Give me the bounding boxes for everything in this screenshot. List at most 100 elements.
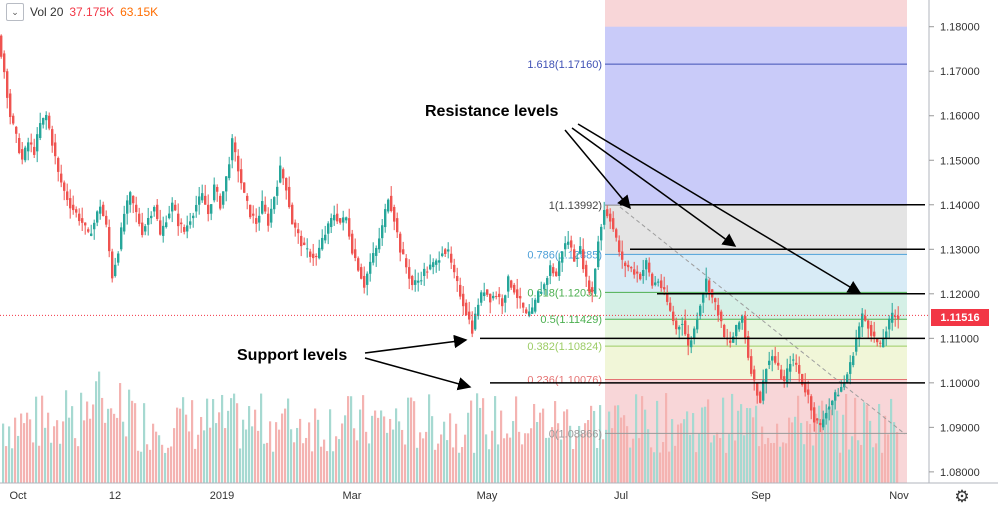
volume-bar [194,448,197,483]
volume-bar [878,404,881,483]
volume-bar [821,400,824,483]
candle-body [285,178,288,191]
volume-bar [554,401,557,483]
volume-bar [563,411,566,483]
volume-bar [518,431,521,483]
volume-bar [104,422,107,483]
candle-body [591,287,594,293]
volume-bar [239,448,242,483]
volume-bar [95,381,98,483]
volume-bar [560,439,563,483]
candle-body [39,123,42,138]
volume-bar [374,410,377,483]
volume-bar [281,413,284,483]
candle-body [354,249,357,258]
candle-body [501,298,504,307]
volume-bar [572,448,575,483]
candle-body [681,323,684,325]
candle-body [237,155,240,172]
candle-body [75,209,78,213]
volume-bar [38,445,41,483]
candle-body [573,249,576,262]
fib-label: 0.382(1.10824) [527,341,602,353]
candle-body [585,264,588,277]
candle-body [624,262,627,267]
volume-bar [416,447,419,483]
candle-body [483,292,486,297]
candle-body [540,291,543,294]
volume-bar [221,394,224,483]
y-tick-label: 1.08000 [940,467,980,479]
candle-body [858,326,861,339]
volume-bar [296,427,299,483]
volume-bar [137,450,140,483]
annotations: Resistance levels Support levels [237,103,862,391]
volume-bar [626,426,629,483]
volume-bar [419,432,422,483]
candle-body [57,158,60,172]
annotation-support: Support levels [237,347,347,364]
candle-body [468,311,471,320]
candle-body [495,296,498,298]
volume-bar [674,445,677,483]
volume-bar [461,447,464,483]
candle-body [720,311,723,322]
y-tick-label: 1.18000 [940,22,980,34]
volume-bar [23,423,26,483]
candle-body [207,204,210,215]
candle-body [324,234,327,241]
candle-body [51,129,54,146]
candle-body [810,396,813,411]
candle-body [816,418,819,421]
volume-bar [737,410,740,483]
fib-label: 1.618(1.17160) [527,59,602,71]
candle-body [348,218,351,237]
candle-body [801,373,804,385]
candle-body [90,233,93,236]
candle-body [531,307,534,314]
candle-body [102,204,105,217]
candle-body [756,382,759,396]
candle-body [789,363,792,372]
volume-bar [401,429,404,483]
candle-body [138,213,141,224]
volume-bar [122,421,125,483]
candle-body [162,225,165,236]
volume-bar [863,402,866,483]
candle-body [693,328,696,339]
candle-body [228,164,231,179]
candle-body [732,336,735,343]
chevron-down-icon[interactable]: ⌄ [6,3,24,21]
gear-icon[interactable]: ⚙ [954,487,970,506]
candle-body [582,249,585,270]
volume-bar [32,442,35,483]
volume-bar [35,396,38,483]
candle-body [387,199,390,212]
volume-bar [80,392,83,483]
volume-bar [11,448,14,483]
candle-body [420,280,423,282]
volume-bar [656,400,659,483]
volume-bar [569,425,572,483]
volume-value-b: 63.15K [120,5,159,19]
candle-body [417,280,420,283]
candle-body [78,213,81,222]
candle-body [291,204,294,225]
candle-body [135,204,138,213]
candle-body [615,229,618,238]
candle-body [708,280,711,294]
candle-body [81,218,84,223]
candle-body [18,138,21,153]
x-tick-label: Mar [343,490,362,502]
candle-body [771,356,774,361]
volume-bar [251,426,254,483]
candle-body [552,267,555,274]
volume-bar [14,417,17,483]
candle-body [294,222,297,228]
candle-body [288,186,291,208]
volume-bar [284,408,287,483]
volume-bar [704,406,707,483]
volume-bar [689,434,692,483]
annotation-arrow [564,129,631,210]
